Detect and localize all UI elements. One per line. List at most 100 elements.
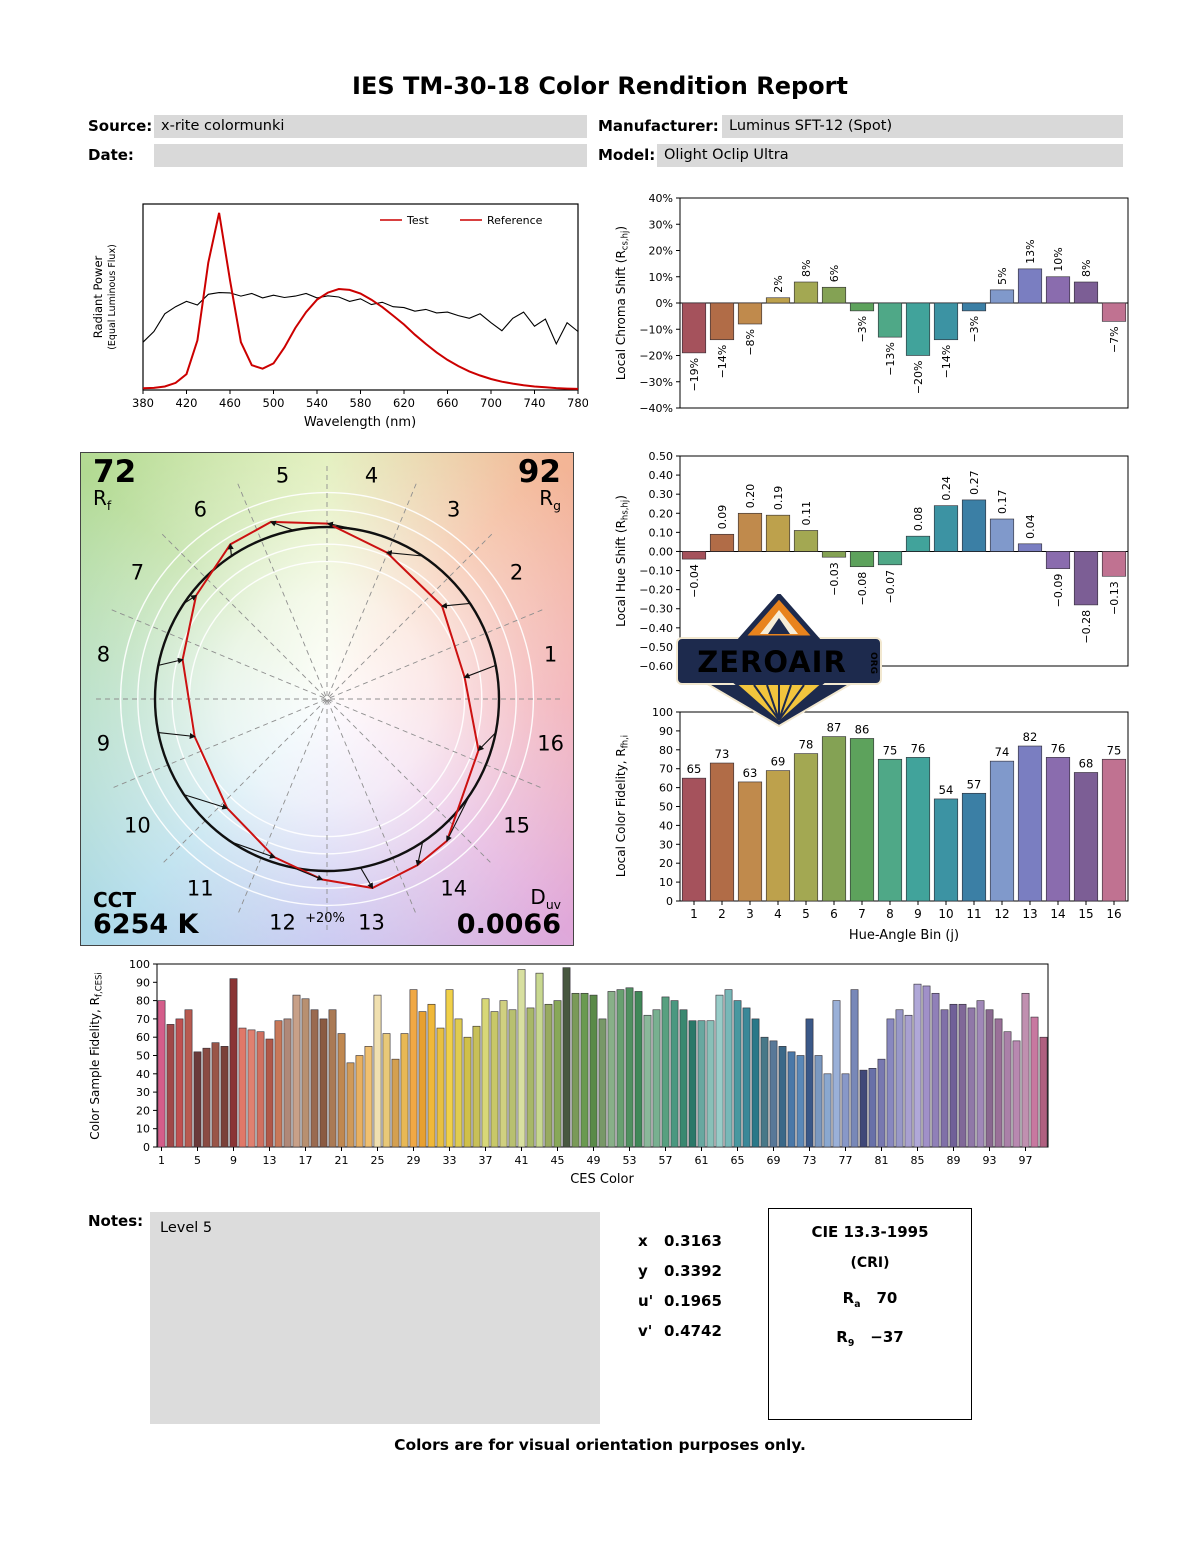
shift-arrow	[477, 732, 497, 752]
model-value: Olight Oclip Ultra	[657, 144, 1123, 167]
shift-arrow	[158, 732, 196, 739]
bar	[472, 1025, 481, 1148]
x-tick-label: 37	[479, 1154, 493, 1167]
bar	[661, 996, 670, 1148]
y-tick-label: 50	[136, 1050, 150, 1063]
x-tick-label: 16	[1106, 907, 1121, 921]
x-tick-label: 49	[587, 1154, 601, 1167]
bar	[562, 967, 571, 1148]
r9-row: R9 −37	[836, 1328, 904, 1349]
bar	[913, 983, 922, 1148]
cie-title: CIE 13.3-1995	[811, 1223, 929, 1241]
bar	[868, 1068, 877, 1148]
y-tick-label: 80	[659, 744, 673, 757]
bar	[994, 1018, 1003, 1148]
bar	[958, 1003, 967, 1148]
y-tick-label: 0.20	[649, 507, 674, 520]
bar	[737, 512, 763, 552]
zeroair-logo: ZEROAIR ORG	[674, 592, 884, 732]
bar	[905, 535, 931, 552]
bar	[821, 551, 847, 558]
y-tick-label: 100	[129, 958, 150, 971]
x-tick-label: 1	[158, 1154, 165, 1167]
y-tick-label: 70	[659, 763, 673, 776]
y-tick-label: 10%	[649, 271, 673, 284]
shift-arrow	[440, 602, 471, 609]
bar	[490, 1011, 499, 1148]
bar	[589, 994, 598, 1148]
bin-boundary-line	[111, 609, 543, 789]
x-tick-label: 580	[350, 396, 372, 410]
bin-number: 13	[358, 911, 385, 935]
x-tick-label: 15	[1078, 907, 1093, 921]
shift-arrow	[360, 867, 374, 890]
bin-number: 5	[276, 463, 289, 487]
bar	[1101, 758, 1127, 902]
bar	[670, 1000, 679, 1148]
bar	[681, 302, 707, 354]
y-tick-label: 70	[136, 1013, 150, 1026]
x-tick-label: 2	[718, 907, 726, 921]
bar	[157, 1000, 166, 1148]
bar	[933, 505, 959, 552]
logo-org-suffix: ORG	[868, 652, 878, 674]
bar	[625, 987, 634, 1148]
y-tick-label: 50	[659, 801, 673, 814]
bar	[364, 1046, 373, 1148]
y-tick-label: −0.30	[639, 603, 673, 616]
bar-value-label: 68	[1079, 756, 1094, 770]
bar	[976, 1000, 985, 1148]
x-tick-label: 61	[695, 1154, 709, 1167]
cie-cri-box: CIE 13.3-1995 (CRI) Ra 70 R9 −37	[768, 1208, 972, 1420]
bar	[765, 297, 791, 304]
x-tick-label: 7	[858, 907, 866, 921]
bar-value-label: 0.09	[716, 505, 729, 529]
bar	[961, 792, 987, 902]
bar	[526, 1007, 535, 1148]
bar-value-label: 73	[715, 747, 730, 761]
bar	[985, 1009, 994, 1148]
bar	[382, 1033, 391, 1148]
bar	[933, 798, 959, 902]
bin-number: 9	[97, 732, 110, 756]
bar	[709, 302, 735, 341]
x-tick-label: 660	[437, 396, 459, 410]
bar	[220, 1046, 229, 1148]
bar	[499, 1000, 508, 1148]
y-tick-label: 10	[136, 1123, 150, 1136]
bar	[1012, 1040, 1021, 1148]
bar	[481, 998, 490, 1148]
bar	[961, 499, 987, 552]
bar	[1017, 543, 1043, 552]
bin-number: 7	[131, 560, 144, 584]
bar	[517, 969, 526, 1148]
bar	[292, 994, 301, 1148]
rg-readout: 92 Rg	[518, 457, 561, 513]
x-tick-label: 500	[263, 396, 285, 410]
y-tick-label: 40	[659, 819, 673, 832]
bar	[355, 1055, 364, 1148]
bar	[193, 1051, 202, 1148]
bar	[553, 1000, 562, 1148]
x-tick-label: 740	[524, 396, 546, 410]
rf-symbol: Rf	[93, 486, 112, 513]
bin-number: 10	[124, 814, 151, 838]
bar	[283, 1018, 292, 1148]
shift-arrow	[227, 543, 234, 557]
hue-ylabel: Local Hue Shift (Rhs,hj)	[614, 495, 631, 627]
legend-label: Reference	[487, 214, 543, 227]
bar	[709, 762, 735, 902]
y-tick-label: 40	[136, 1068, 150, 1081]
bar	[940, 1009, 949, 1148]
bar-value-label: −0.03	[828, 562, 841, 596]
bar-value-label: 75	[883, 743, 898, 757]
shift-arrow	[415, 841, 424, 867]
bar-value-label: 54	[939, 783, 954, 797]
x-tick-label: 41	[515, 1154, 529, 1167]
bar-value-label: 76	[911, 741, 926, 755]
color-vector-graphic: +20% 1 2 3 4 5 6 7 8 9 10 11 12 13 14 15 16 72 Rf 92 Rg…	[80, 452, 574, 946]
bar	[229, 978, 238, 1148]
shift-arrow	[463, 664, 496, 679]
duv-readout: Duv 0.0066	[457, 886, 561, 939]
x-tick-label: 1	[690, 907, 698, 921]
